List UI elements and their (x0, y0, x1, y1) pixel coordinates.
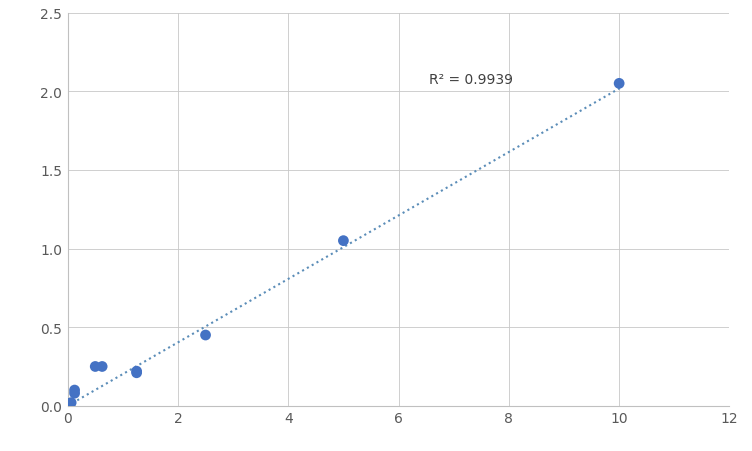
Point (96, 363, 108, 370)
Text: R² = 0.9939: R² = 0.9939 (429, 73, 513, 87)
Point (62, 402, 74, 410)
Point (613, 81, 625, 88)
Point (68, 390, 80, 397)
Point (89, 363, 102, 370)
Point (199, 331, 211, 339)
Point (131, 369, 143, 377)
Point (65, 399, 77, 406)
Point (131, 368, 143, 375)
Point (68, 387, 80, 394)
Point (338, 238, 350, 245)
